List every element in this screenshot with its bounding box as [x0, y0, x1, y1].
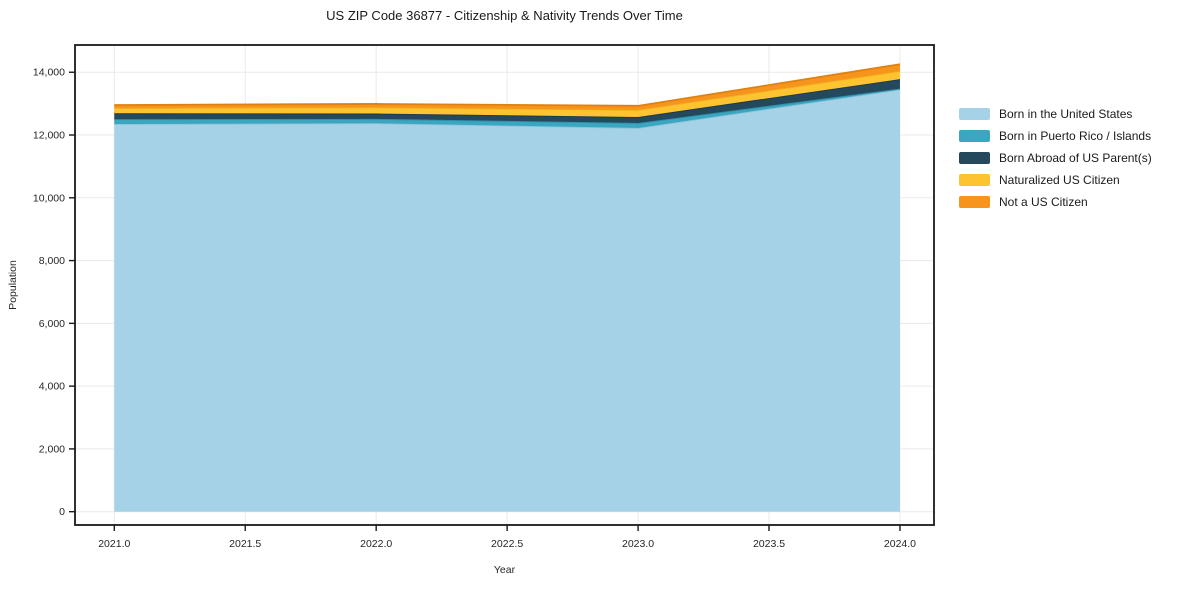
- legend-swatch-icon: [959, 152, 990, 164]
- legend-label: Born in Puerto Rico / Islands: [999, 129, 1152, 143]
- area-series-0: [114, 89, 900, 512]
- area-series-4: [114, 64, 900, 110]
- legend: Born in the United States Born in Puerto …: [959, 103, 1152, 213]
- x-tick-label: 2023.5: [753, 538, 785, 550]
- y-tick-label: 12,000: [33, 130, 65, 142]
- x-tick-label: 2021.5: [229, 538, 261, 550]
- legend-label: Naturalized US Citizen: [999, 173, 1120, 187]
- y-tick-label: 14,000: [33, 67, 65, 79]
- x-tick-label: 2024.0: [884, 538, 916, 550]
- y-tick-label: 8,000: [39, 255, 65, 267]
- x-tick-label: 2021.0: [98, 538, 130, 550]
- legend-swatch-icon: [959, 174, 990, 186]
- legend-swatch-icon: [959, 130, 990, 142]
- area-series-2: [114, 79, 900, 123]
- plot-frame: [74, 44, 935, 526]
- legend-item-0: Born in the United States: [959, 103, 1152, 125]
- y-tick-label: 2,000: [39, 443, 65, 455]
- y-tick-label: 6,000: [39, 318, 65, 330]
- legend-swatch-icon: [959, 108, 990, 120]
- area-series-3: [114, 70, 900, 117]
- legend-label: Born Abroad of US Parent(s): [999, 151, 1152, 165]
- y-tick-label: 10,000: [33, 192, 65, 204]
- x-tick-label: 2022.0: [360, 538, 392, 550]
- legend-label: Not a US Citizen: [999, 195, 1088, 209]
- chart-title: US ZIP Code 36877 - Citizenship & Nativi…: [326, 8, 683, 23]
- legend-item-1: Born in Puerto Rico / Islands: [959, 125, 1152, 147]
- legend-swatch-icon: [959, 196, 990, 208]
- y-tick-label: 0: [59, 506, 65, 518]
- x-tick-label: 2022.5: [491, 538, 523, 550]
- legend-item-2: Born Abroad of US Parent(s): [959, 147, 1152, 169]
- legend-label: Born in the United States: [999, 107, 1133, 121]
- area-series-1: [114, 88, 900, 128]
- legend-item-3: Naturalized US Citizen: [959, 169, 1152, 191]
- y-axis-label: Population: [7, 260, 19, 310]
- x-axis-label: Year: [494, 564, 516, 576]
- area-series-4-edge: [114, 63, 901, 107]
- legend-item-4: Not a US Citizen: [959, 191, 1152, 213]
- y-tick-label: 4,000: [39, 381, 65, 393]
- x-tick-label: 2023.0: [622, 538, 654, 550]
